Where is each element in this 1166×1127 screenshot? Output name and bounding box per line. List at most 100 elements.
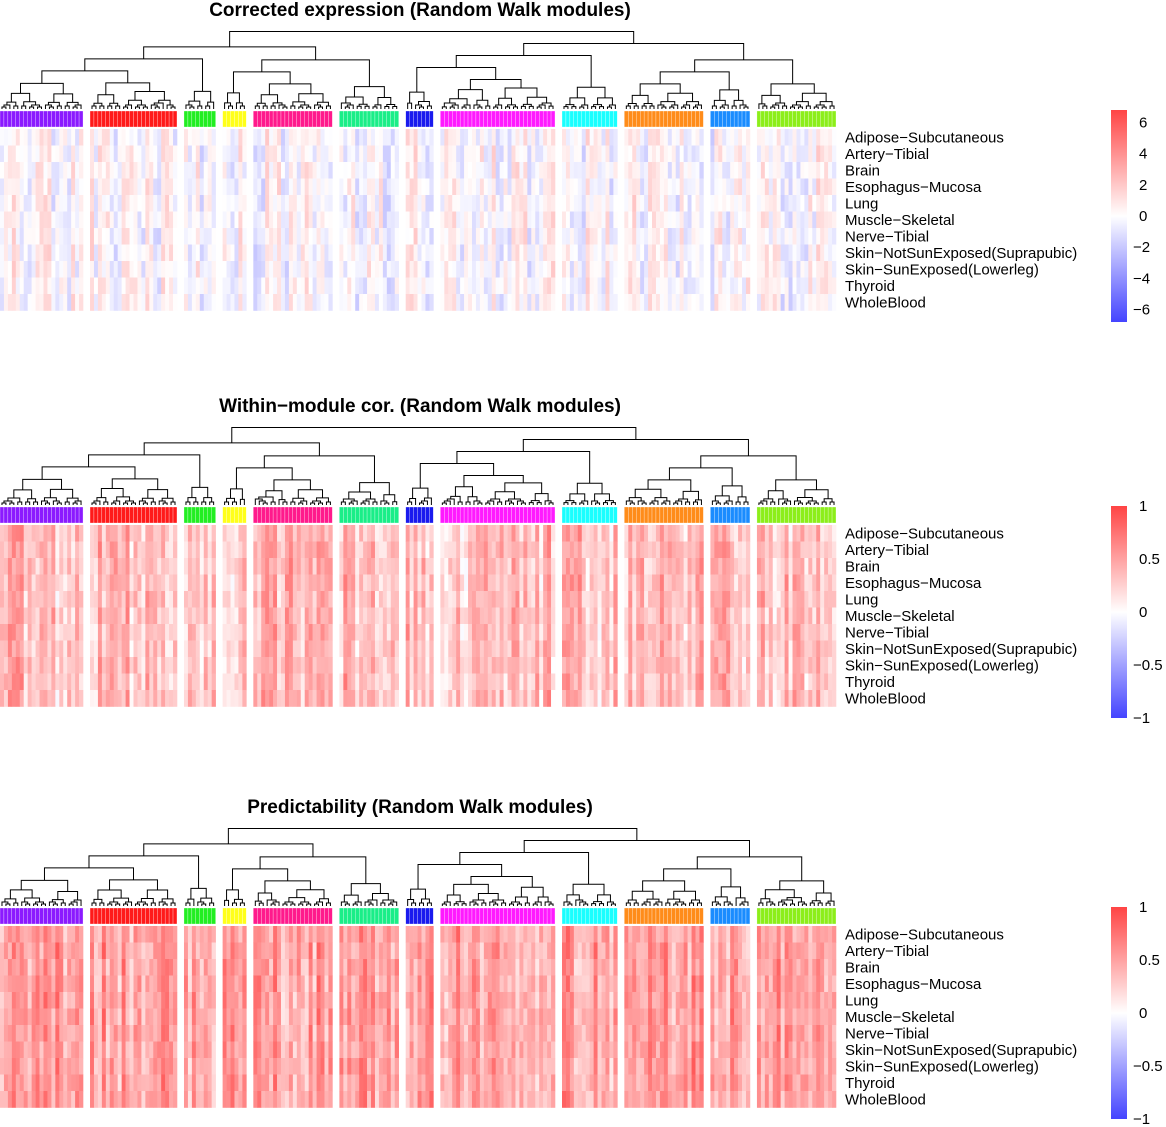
heatmap-cell	[535, 162, 540, 179]
heatmap-cell	[581, 607, 587, 625]
heatmap-cell	[47, 178, 52, 196]
heatmap-cell	[71, 640, 76, 658]
heatmap-cell	[820, 690, 825, 707]
heatmap-cell	[452, 690, 457, 707]
heatmap-cell	[101, 690, 107, 707]
heatmap-cell	[487, 261, 493, 278]
heatmap-cell	[281, 277, 286, 295]
module-bar-cell	[230, 110, 235, 128]
heatmap-cell	[234, 607, 239, 625]
heatmap-cell	[824, 525, 829, 542]
heatmap-cell	[800, 591, 805, 608]
heatmap-cell	[784, 228, 789, 245]
heatmap-cell	[109, 211, 115, 229]
dendrogram-branch	[463, 474, 524, 487]
heatmap-cell	[718, 261, 723, 278]
heatmap-cell	[359, 607, 364, 625]
heatmap-cell	[551, 525, 556, 542]
heatmap-cell	[284, 145, 290, 163]
dendrogram-branch	[123, 502, 129, 505]
heatmap-cell	[296, 673, 302, 691]
heatmap-cell	[768, 657, 774, 674]
dendrogram-branch	[392, 106, 398, 109]
module-bar-cell	[276, 506, 282, 524]
heatmap-cell	[261, 145, 266, 163]
heatmap-cell	[808, 558, 813, 575]
heatmap-cell	[31, 657, 36, 674]
module-bar-cell	[730, 110, 735, 128]
module-bar-cell	[788, 506, 793, 524]
heatmap-cell	[71, 558, 76, 575]
heatmap-cell	[23, 525, 28, 542]
heatmap-cell	[452, 294, 457, 311]
heatmap-cell	[601, 624, 606, 641]
module-bar-cell	[101, 506, 106, 524]
heatmap-cell	[195, 211, 201, 229]
heatmap-cell	[687, 244, 692, 262]
heatmap-cell	[93, 244, 99, 262]
heatmap-cell	[7, 607, 13, 625]
heatmap-cell	[226, 657, 231, 674]
heatmap-cell	[648, 145, 653, 163]
module-bar-cell	[191, 110, 196, 128]
heatmap-cell	[429, 624, 434, 641]
heatmap-cell	[507, 690, 512, 707]
heatmap-cell	[475, 178, 481, 196]
heatmap-cell	[547, 574, 552, 592]
heatmap-cell	[796, 525, 801, 542]
heatmap-cell	[464, 294, 469, 311]
heatmap-cell	[405, 640, 410, 658]
heatmap-cell	[663, 228, 669, 245]
heatmap-cell	[738, 657, 743, 674]
heatmap-cell	[129, 640, 134, 658]
dendrogram-branch	[767, 490, 784, 499]
module-bar-cell	[366, 110, 372, 128]
heatmap-cell	[165, 591, 170, 608]
dendrogram-branch	[154, 106, 160, 109]
heatmap-cell	[460, 657, 465, 674]
heatmap-cell	[804, 145, 809, 163]
heatmap-cell	[593, 558, 598, 575]
heatmap-cell	[101, 640, 107, 658]
heatmap-cell	[409, 624, 414, 641]
heatmap-cell	[667, 162, 673, 179]
heatmap-cell	[479, 261, 485, 278]
heatmap-cell	[312, 624, 317, 641]
heatmap-cell	[234, 228, 239, 245]
heatmap-cell	[347, 178, 352, 196]
heatmap-cell	[374, 541, 380, 559]
module-bar-cell	[527, 506, 532, 524]
heatmap-cell	[27, 673, 32, 691]
heatmap-cell	[187, 657, 193, 674]
heatmap-cell	[460, 244, 465, 262]
heatmap-cell	[565, 673, 571, 691]
heatmap-cell	[230, 162, 235, 179]
heatmap-cell	[284, 525, 290, 542]
heatmap-cell	[394, 574, 399, 592]
heatmap-cell	[79, 261, 84, 278]
heatmap-cell	[273, 244, 278, 262]
heatmap-cell	[183, 525, 189, 542]
heatmap-cell	[90, 294, 95, 311]
heatmap-cell	[471, 129, 477, 146]
heatmap-cell	[581, 294, 587, 311]
heatmap-cell	[551, 261, 556, 278]
heatmap-cell	[355, 657, 360, 674]
heatmap-cell	[39, 591, 44, 608]
heatmap-cell	[63, 673, 68, 691]
heatmap-cell	[483, 211, 489, 229]
heatmap-cell	[284, 195, 290, 212]
dendrogram-branch	[528, 502, 534, 505]
module-bar-cell	[565, 506, 571, 524]
heatmap-cell	[0, 162, 5, 179]
heatmap-cell	[784, 574, 789, 592]
heatmap-cell	[663, 624, 669, 641]
heatmap-cell	[479, 244, 485, 262]
heatmap-cell	[655, 574, 661, 592]
heatmap-cell	[547, 525, 552, 542]
heatmap-cell	[601, 640, 606, 658]
heatmap-cell	[456, 277, 461, 295]
heatmap-cell	[776, 129, 781, 146]
dendrogram-branch	[53, 93, 74, 103]
dendrogram-branch	[33, 501, 39, 505]
